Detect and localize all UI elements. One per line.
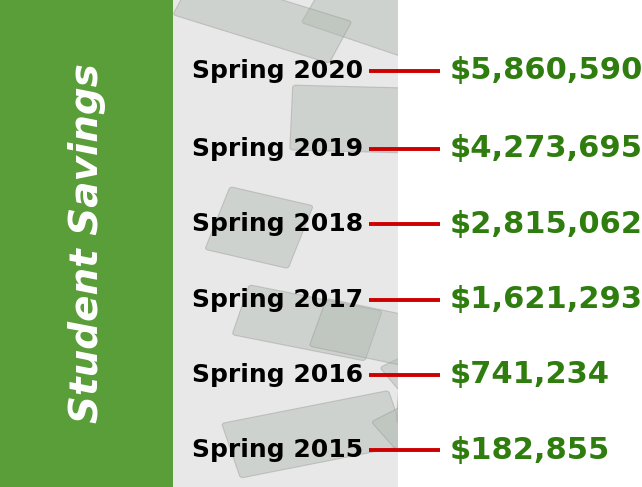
FancyBboxPatch shape <box>310 299 489 379</box>
FancyBboxPatch shape <box>469 287 567 351</box>
Text: Spring 2019: Spring 2019 <box>191 136 363 161</box>
Text: Student Savings: Student Savings <box>67 64 106 423</box>
FancyBboxPatch shape <box>372 352 538 455</box>
Text: Spring 2018: Spring 2018 <box>191 212 363 236</box>
Text: Spring 2017: Spring 2017 <box>191 287 363 312</box>
Text: $4,273,695: $4,273,695 <box>449 134 642 163</box>
Text: $182,855: $182,855 <box>449 436 610 465</box>
FancyBboxPatch shape <box>433 71 541 145</box>
Bar <box>173 0 642 487</box>
Text: Spring 2015: Spring 2015 <box>191 438 363 463</box>
Bar <box>173 0 642 487</box>
FancyBboxPatch shape <box>397 373 513 427</box>
Text: Spring 2016: Spring 2016 <box>191 363 363 387</box>
FancyBboxPatch shape <box>222 391 406 478</box>
FancyBboxPatch shape <box>302 0 476 71</box>
FancyBboxPatch shape <box>381 332 502 423</box>
FancyBboxPatch shape <box>455 318 607 419</box>
FancyBboxPatch shape <box>409 273 562 362</box>
FancyBboxPatch shape <box>510 401 621 456</box>
FancyBboxPatch shape <box>174 0 351 63</box>
Text: $1,621,293: $1,621,293 <box>449 285 642 314</box>
Text: $5,860,590: $5,860,590 <box>449 56 642 85</box>
Text: $2,815,062: $2,815,062 <box>449 209 642 239</box>
FancyBboxPatch shape <box>487 151 613 210</box>
Bar <box>0 0 173 487</box>
FancyBboxPatch shape <box>527 58 642 138</box>
FancyBboxPatch shape <box>449 328 550 404</box>
FancyBboxPatch shape <box>232 285 381 360</box>
Text: Spring 2020: Spring 2020 <box>191 58 363 83</box>
FancyBboxPatch shape <box>290 85 442 154</box>
Text: $741,234: $741,234 <box>449 360 609 390</box>
FancyBboxPatch shape <box>205 187 313 268</box>
Bar <box>398 0 642 487</box>
